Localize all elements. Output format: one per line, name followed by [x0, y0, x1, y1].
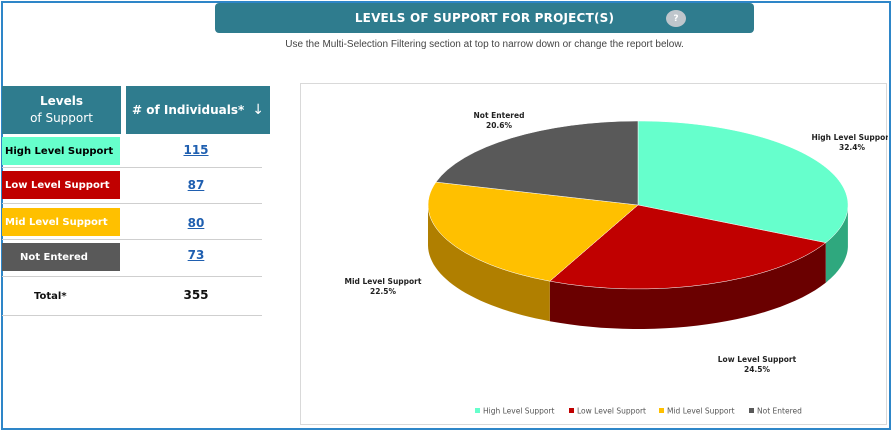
legend-swatch	[475, 408, 480, 413]
pie-slice-side	[825, 207, 848, 283]
report-title: LEVELS OF SUPPORT FOR PROJECT(S)	[354, 11, 615, 25]
table-divider	[2, 315, 262, 316]
pie-slice[interactable]	[427, 181, 639, 282]
slice-percent-label: 32.4%	[839, 143, 866, 152]
row-divider	[2, 276, 262, 277]
row-count-link[interactable]: 87	[187, 178, 205, 192]
legend-swatch	[659, 408, 664, 413]
slice-category-label: High Level Support	[811, 133, 888, 142]
row-label: Mid Level Support	[2, 208, 120, 236]
pie-slice[interactable]	[549, 204, 827, 290]
row-label: Low Level Support	[2, 171, 120, 199]
report-subtitle: Use the Multi-Selection Filtering sectio…	[285, 39, 684, 50]
legend-label: High Level Support	[483, 407, 555, 416]
row-divider	[2, 239, 262, 240]
row-count-link[interactable]: 115	[183, 143, 209, 157]
slice-percent-label: 22.5%	[370, 287, 397, 296]
legend-label: Mid Level Support	[667, 407, 735, 416]
legend-label: Low Level Support	[577, 407, 646, 416]
legend-swatch	[569, 408, 574, 413]
report-title-banner: LEVELS OF SUPPORT FOR PROJECT(S)	[215, 3, 754, 33]
sort-descending-icon[interactable]: ↓	[252, 102, 265, 118]
row-count-link[interactable]: 73	[187, 248, 205, 262]
slice-category-label: Low Level Support	[718, 355, 797, 364]
pie-slice[interactable]	[637, 120, 849, 243]
column-header-levels-line2: of Support	[30, 111, 93, 125]
slice-category-label: Not Entered	[474, 111, 525, 120]
row-divider	[2, 203, 262, 204]
column-header-levels: Levels of Support	[2, 86, 121, 134]
row-count-link[interactable]: 80	[187, 216, 205, 230]
slice-category-label: Mid Level Support	[345, 277, 422, 286]
row-divider	[2, 167, 262, 168]
column-header-levels-line1: Levels	[39, 94, 83, 108]
column-header-count-label: # of Individuals*	[131, 103, 245, 117]
pie-slice-side	[428, 205, 550, 322]
pie-slice[interactable]	[435, 120, 639, 206]
legend-swatch	[749, 408, 754, 413]
slice-percent-label: 24.5%	[744, 365, 771, 374]
total-label: Total*	[34, 291, 67, 302]
row-label: Not Entered	[2, 243, 120, 271]
help-icon[interactable]: ?	[666, 10, 686, 27]
legend-label: Not Entered	[757, 407, 802, 416]
slice-percent-label: 20.6%	[486, 121, 513, 130]
total-value: 355	[183, 288, 209, 302]
pie-slice-side	[549, 242, 826, 329]
column-header-count[interactable]: # of Individuals* ↓	[126, 86, 270, 134]
row-label: High Level Support	[2, 137, 120, 165]
pie-chart-panel: High Level Support 32.4% Low Level Support…	[300, 83, 888, 425]
